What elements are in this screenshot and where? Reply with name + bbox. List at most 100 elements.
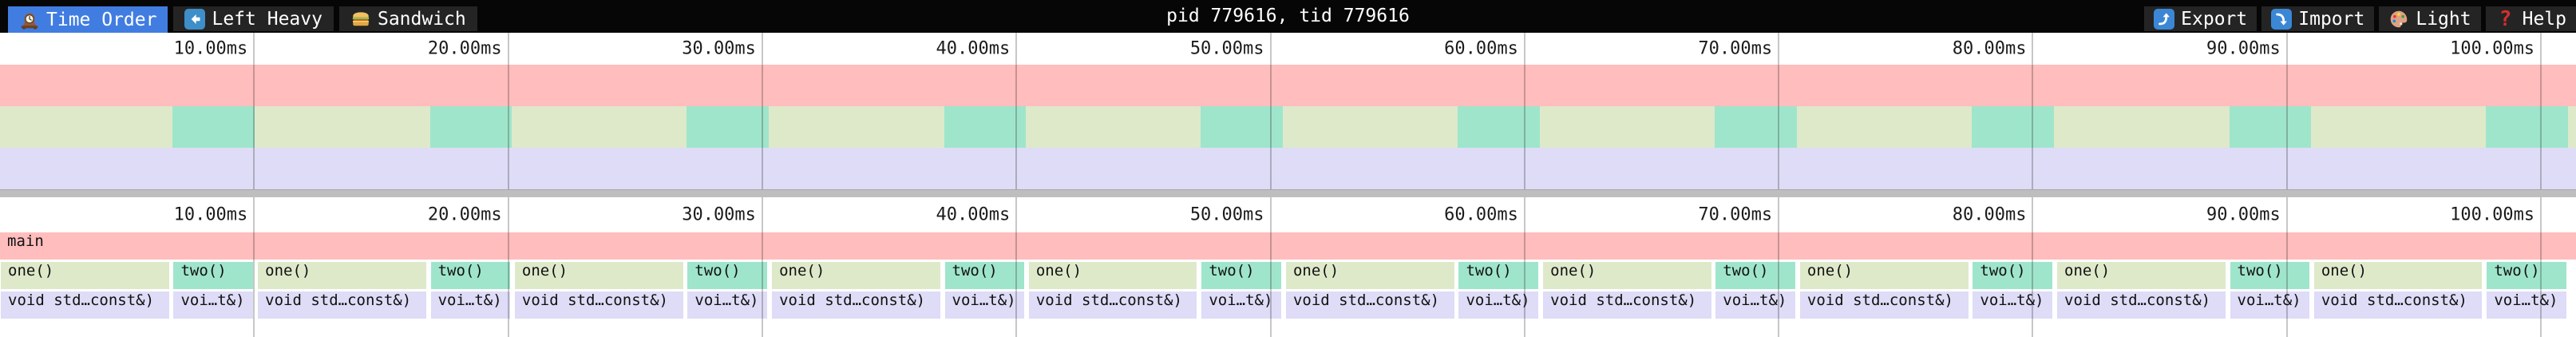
minimap-band-children[interactable] <box>0 148 2576 189</box>
frame-block-one[interactable]: one() <box>1 262 169 289</box>
theme-toggle-label: Light <box>2416 8 2471 30</box>
axis-tick-label: 30.00ms <box>682 204 756 225</box>
axis-tick-label: 80.00ms <box>1952 204 2027 225</box>
frame-block-one-child[interactable]: void std…const&) <box>2313 291 2483 319</box>
export-button-label: Export <box>2181 8 2248 30</box>
frame-block-one[interactable]: one() <box>1028 262 1197 289</box>
minimap-two-segment[interactable] <box>1972 106 2055 148</box>
frame-block-one-child[interactable]: void std…const&) <box>2057 291 2226 319</box>
export-icon <box>2154 8 2175 30</box>
tab-sandwich-label: Sandwich <box>377 8 466 30</box>
flame-row-one-two: one() two() one() two() one() two() one() two()… <box>0 262 2576 289</box>
axis-tick-label: 20.00ms <box>427 204 502 225</box>
help-button[interactable]: ? Help <box>2485 6 2576 31</box>
frame-block-two[interactable]: two() <box>1201 262 1282 289</box>
palette-icon <box>2388 9 2409 30</box>
tab-left-heavy[interactable]: Left Heavy <box>173 6 334 31</box>
frame-block-one[interactable]: one() <box>2313 262 2483 289</box>
import-button[interactable]: Import <box>2261 6 2375 31</box>
axis-tick-label: 50.00ms <box>1189 204 1264 225</box>
frame-block-one[interactable]: one() <box>2057 262 2226 289</box>
frame-block-one-child[interactable]: void std…const&) <box>514 291 683 319</box>
minimap-two-segment[interactable] <box>687 106 770 148</box>
axis-tick-label: 90.00ms <box>2206 38 2281 59</box>
frame-block-two-child[interactable]: voi…t&) <box>1715 291 1796 319</box>
frame-block-two[interactable]: two() <box>2230 262 2310 289</box>
frame-block-one-child[interactable]: void std…const&) <box>1799 291 1969 319</box>
axis-tick-label: 10.00ms <box>173 204 248 225</box>
axis-tick-label: 90.00ms <box>2206 204 2281 225</box>
minimap-two-segment[interactable] <box>2486 106 2569 148</box>
frame-block-one[interactable]: one() <box>258 262 426 289</box>
minimap-two-segment[interactable] <box>1201 106 1284 148</box>
frame-block-two[interactable]: two() <box>944 262 1025 289</box>
minimap-two-segment[interactable] <box>2229 106 2312 148</box>
flame-row-children: void std…const&) voi…t&) void std…const&) v… <box>0 291 2576 319</box>
frame-block-one-child[interactable]: void std…const&) <box>1285 291 1454 319</box>
axis-tick-label: 60.00ms <box>1444 204 1518 225</box>
frame-block-one-child[interactable]: void std…const&) <box>1028 291 1197 319</box>
tab-left-heavy-label: Left Heavy <box>212 8 322 30</box>
axis-tick-label: 40.00ms <box>936 204 1011 225</box>
theme-toggle-button[interactable]: Light <box>2379 6 2481 31</box>
export-button[interactable]: Export <box>2144 6 2257 31</box>
frame-block-one[interactable]: one() <box>772 262 940 289</box>
minimap-two-segment[interactable] <box>1715 106 1798 148</box>
axis-tick-label: 100.00ms <box>2450 38 2535 59</box>
frame-block-one[interactable]: one() <box>1285 262 1454 289</box>
axis-tick-label: 40.00ms <box>936 38 1011 59</box>
minimap-band-one-two[interactable] <box>0 106 2576 148</box>
axis-tick-label: 20.00ms <box>427 38 502 59</box>
main-time-axis: 10.00ms 20.00ms 30.00ms 40.00ms 50.00ms 60.00… <box>0 197 2576 232</box>
frame-block-two-child[interactable]: voi…t&) <box>1458 291 1539 319</box>
flame-row-main: main <box>0 232 2576 260</box>
frame-block-two[interactable]: two() <box>1458 262 1539 289</box>
frame-block-two-child[interactable]: voi…t&) <box>173 291 254 319</box>
frame-block-one-child[interactable]: void std…const&) <box>772 291 940 319</box>
frame-block-two-child[interactable]: voi…t&) <box>430 291 511 319</box>
minimap-band-main[interactable] <box>0 65 2576 106</box>
frame-block-two[interactable]: two() <box>430 262 511 289</box>
frame-block-two-child[interactable]: voi…t&) <box>944 291 1025 319</box>
left-arrow-icon <box>184 8 206 30</box>
axis-tick-label: 80.00ms <box>1952 38 2027 59</box>
axis-tick-label: 60.00ms <box>1444 38 1518 59</box>
minimap-two-segment[interactable] <box>944 106 1027 148</box>
clock-icon <box>19 10 40 30</box>
minimap-two-segment[interactable] <box>172 106 255 148</box>
axis-tick-label: 70.00ms <box>1698 38 1773 59</box>
frame-block-two[interactable]: two() <box>1715 262 1796 289</box>
axis-tick-label: 50.00ms <box>1189 38 1264 59</box>
frame-block-main[interactable]: main <box>0 232 2576 260</box>
tab-time-order[interactable]: Time Order <box>8 6 168 33</box>
axis-tick-label: 100.00ms <box>2450 204 2535 225</box>
frame-block-two-child[interactable]: voi…t&) <box>1973 291 2053 319</box>
frame-block-one[interactable]: one() <box>1543 262 1711 289</box>
frame-block-two-child[interactable]: voi…t&) <box>2230 291 2310 319</box>
frame-block-one-child[interactable]: void std…const&) <box>258 291 426 319</box>
frame-block-two-child[interactable]: voi…t&) <box>687 291 768 319</box>
frame-block-two[interactable]: two() <box>1973 262 2053 289</box>
frame-block-two-child[interactable]: voi…t&) <box>2487 291 2567 319</box>
toolbar-buttons: Export Import <box>2144 6 2576 33</box>
minimap-two-segment[interactable] <box>429 106 512 148</box>
tab-sandwich[interactable]: Sandwich <box>338 6 477 31</box>
frame-block-one[interactable]: one() <box>514 262 683 289</box>
minimap-two-segment[interactable] <box>1458 106 1541 148</box>
frame-block-two-child[interactable]: voi…t&) <box>1201 291 1282 319</box>
help-icon: ? <box>2499 6 2512 31</box>
frame-block-two[interactable]: two() <box>2487 262 2567 289</box>
axis-tick-label: 70.00ms <box>1698 204 1773 225</box>
frame-block-one[interactable]: one() <box>1799 262 1969 289</box>
sandwich-icon <box>350 9 371 30</box>
frame-block-one-child[interactable]: void std…const&) <box>1543 291 1711 319</box>
frame-block-one-child[interactable]: void std…const&) <box>1 291 169 319</box>
frame-block-two[interactable]: two() <box>173 262 254 289</box>
axis-tick-label: 10.00ms <box>173 38 248 59</box>
import-icon <box>2271 8 2293 30</box>
view-tabs: Time Order Left Heavy <box>8 6 477 33</box>
minimap-main-divider <box>0 189 2576 197</box>
axis-tick-label: 30.00ms <box>682 38 756 59</box>
frame-block-two[interactable]: two() <box>687 262 768 289</box>
